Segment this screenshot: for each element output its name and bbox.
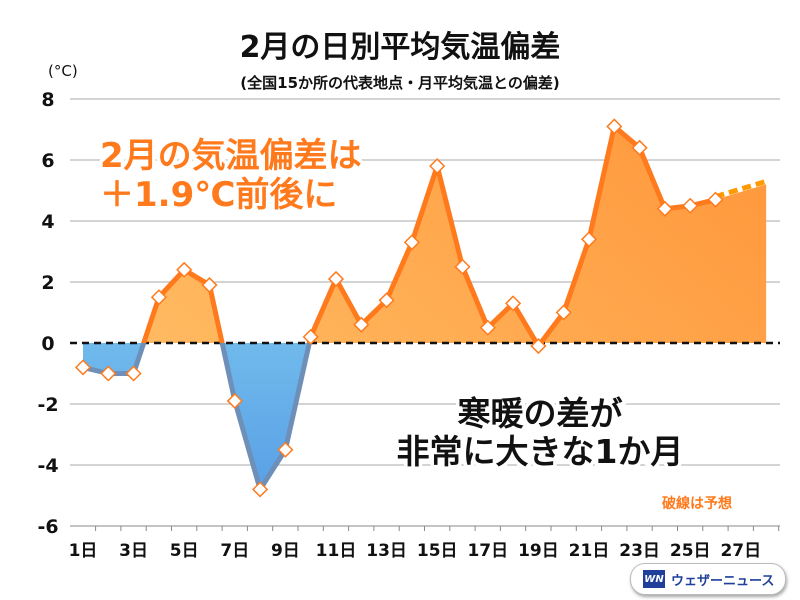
y-tick-label: 4 (41, 211, 54, 233)
x-tick-label: 1日 (69, 541, 98, 561)
x-tick-label: 11日 (316, 541, 357, 561)
data-point-marker (327, 270, 345, 288)
data-point-marker (580, 231, 598, 248)
x-tick-label: 5日 (170, 541, 199, 561)
data-point-marker (353, 316, 370, 333)
data-point-marker (505, 295, 522, 312)
data-point-marker (252, 481, 269, 498)
x-tick-label: 13日 (366, 541, 407, 561)
logo-text: ウェザーニュース (671, 573, 775, 589)
x-tick-label: 17日 (467, 541, 508, 561)
data-point-marker (176, 261, 193, 278)
data-point-marker (631, 139, 648, 156)
weathernews-logo: WN ウェザーニュース (630, 563, 786, 595)
y-tick-label: -6 (37, 516, 58, 538)
data-point-marker (606, 118, 623, 135)
data-point-marker (150, 289, 167, 306)
data-point-marker (302, 328, 319, 345)
x-tick-label: 27日 (720, 541, 761, 561)
data-point-marker (125, 365, 142, 382)
annotation-main-line2: ＋1.9℃前後に (97, 172, 341, 218)
forecast-note: 破線は予想 (662, 496, 732, 512)
chart-title: 2月の日別平均気温偏差 (239, 30, 561, 65)
y-tick-label: 0 (41, 333, 54, 355)
y-tick-label: 8 (41, 89, 54, 111)
data-point-marker (707, 191, 724, 208)
annotation-note-line1: 寒暖の差が (454, 391, 626, 436)
annotation-main: 2月の気温偏差は ＋1.9℃前後に (97, 133, 366, 218)
annotation-main-line1: 2月の気温偏差は (97, 133, 366, 179)
y-tick-label: -4 (37, 455, 58, 477)
logo-mark: WN (643, 570, 665, 588)
annotation-note-line2: 非常に大きな1か月 (393, 429, 687, 474)
y-axis-unit: (°C) (48, 62, 78, 80)
forecast-line (714, 179, 767, 200)
x-tick-label: 19日 (518, 541, 559, 561)
annotation-note: 寒暖の差が 非常に大きな1か月 (360, 391, 720, 474)
data-point-marker (682, 197, 699, 214)
data-point-marker (403, 234, 420, 251)
chart-subtitle: (全国15か所の代表地点・月平均気温との偏差) (240, 74, 560, 92)
y-tick-label: 2 (41, 272, 54, 294)
data-point-marker (454, 258, 471, 275)
x-tick-label: 23日 (619, 541, 660, 561)
data-point-marker (378, 292, 395, 309)
data-point-marker (74, 359, 92, 376)
data-point-marker (656, 200, 673, 217)
data-point-marker (100, 365, 117, 382)
y-tick-label: 6 (41, 150, 54, 172)
data-point-marker (429, 158, 446, 175)
data-point-marker (530, 337, 547, 355)
x-tick-label: 7日 (220, 541, 249, 561)
positive-area-shade (83, 126, 767, 343)
negative-area (83, 343, 767, 490)
y-tick-label: -2 (37, 394, 58, 416)
x-tick-label: 25日 (670, 541, 711, 561)
data-point-marker (201, 276, 218, 294)
x-tick-label: 9日 (271, 541, 300, 561)
data-point-marker (479, 319, 496, 336)
data-point-marker (226, 392, 243, 410)
x-tick-label: 21日 (569, 541, 610, 561)
data-point-marker (555, 304, 572, 321)
x-tick-label: 15日 (417, 541, 458, 561)
x-tick-label: 3日 (119, 541, 148, 561)
data-point-marker (277, 441, 294, 458)
